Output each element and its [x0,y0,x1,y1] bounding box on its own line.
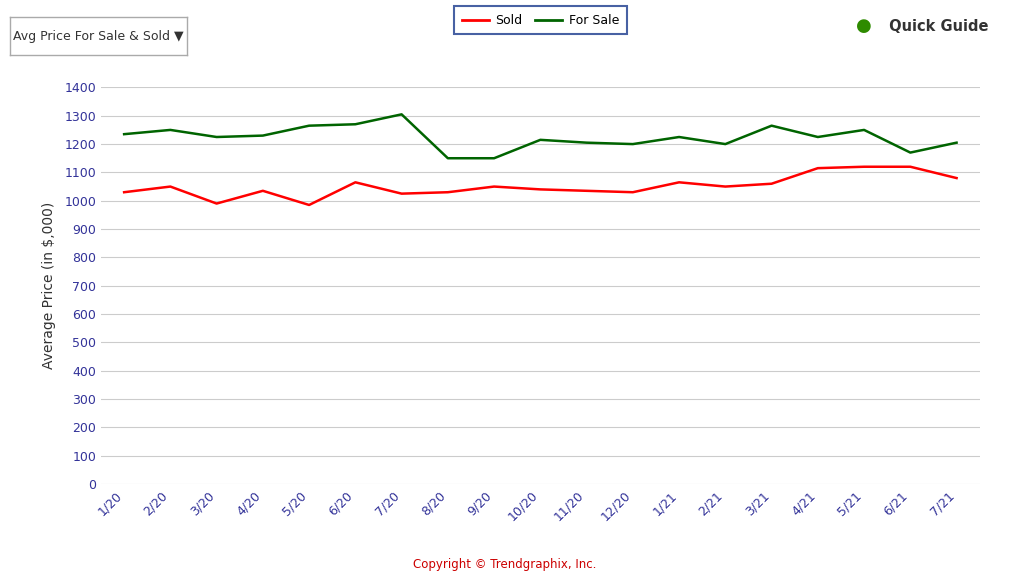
Sold [858,163,871,170]
Sold [812,164,824,171]
Sold [534,186,546,193]
Sold [118,189,130,196]
For Sale [904,149,916,156]
Sold [303,202,315,209]
For Sale [719,141,731,147]
For Sale [349,121,362,128]
Sold [165,183,177,190]
For Sale [950,139,963,146]
Text: Avg Price For Sale & Sold ▼: Avg Price For Sale & Sold ▼ [13,30,184,43]
For Sale [165,127,177,134]
Text: ?: ? [871,20,877,31]
Y-axis label: Average Price (in $,000): Average Price (in $,000) [42,202,56,369]
Text: ●: ● [855,17,872,35]
Sold [904,163,916,170]
For Sale [488,154,500,161]
Sold [581,187,593,194]
Sold [719,183,731,190]
For Sale [673,134,685,141]
Sold [488,183,500,190]
For Sale [303,122,315,129]
Sold [673,179,685,186]
Sold [210,200,222,207]
Sold [257,187,269,194]
Sold [627,189,639,196]
Line: For Sale: For Sale [124,114,956,158]
Sold [349,179,362,186]
For Sale [257,132,269,139]
For Sale [766,122,778,129]
Text: Quick Guide: Quick Guide [884,19,988,34]
For Sale [210,134,222,141]
For Sale [118,131,130,138]
For Sale [581,139,593,146]
Legend: Sold, For Sale: Sold, For Sale [454,6,626,34]
For Sale [812,134,824,141]
Line: Sold: Sold [124,167,956,205]
Sold [950,174,963,181]
For Sale [627,141,639,147]
For Sale [534,136,546,143]
For Sale [396,111,408,118]
Text: Copyright © Trendgraphix, Inc.: Copyright © Trendgraphix, Inc. [413,559,597,571]
Sold [396,190,408,197]
Sold [441,189,453,196]
Sold [766,180,778,187]
For Sale [441,154,453,161]
For Sale [858,127,871,134]
